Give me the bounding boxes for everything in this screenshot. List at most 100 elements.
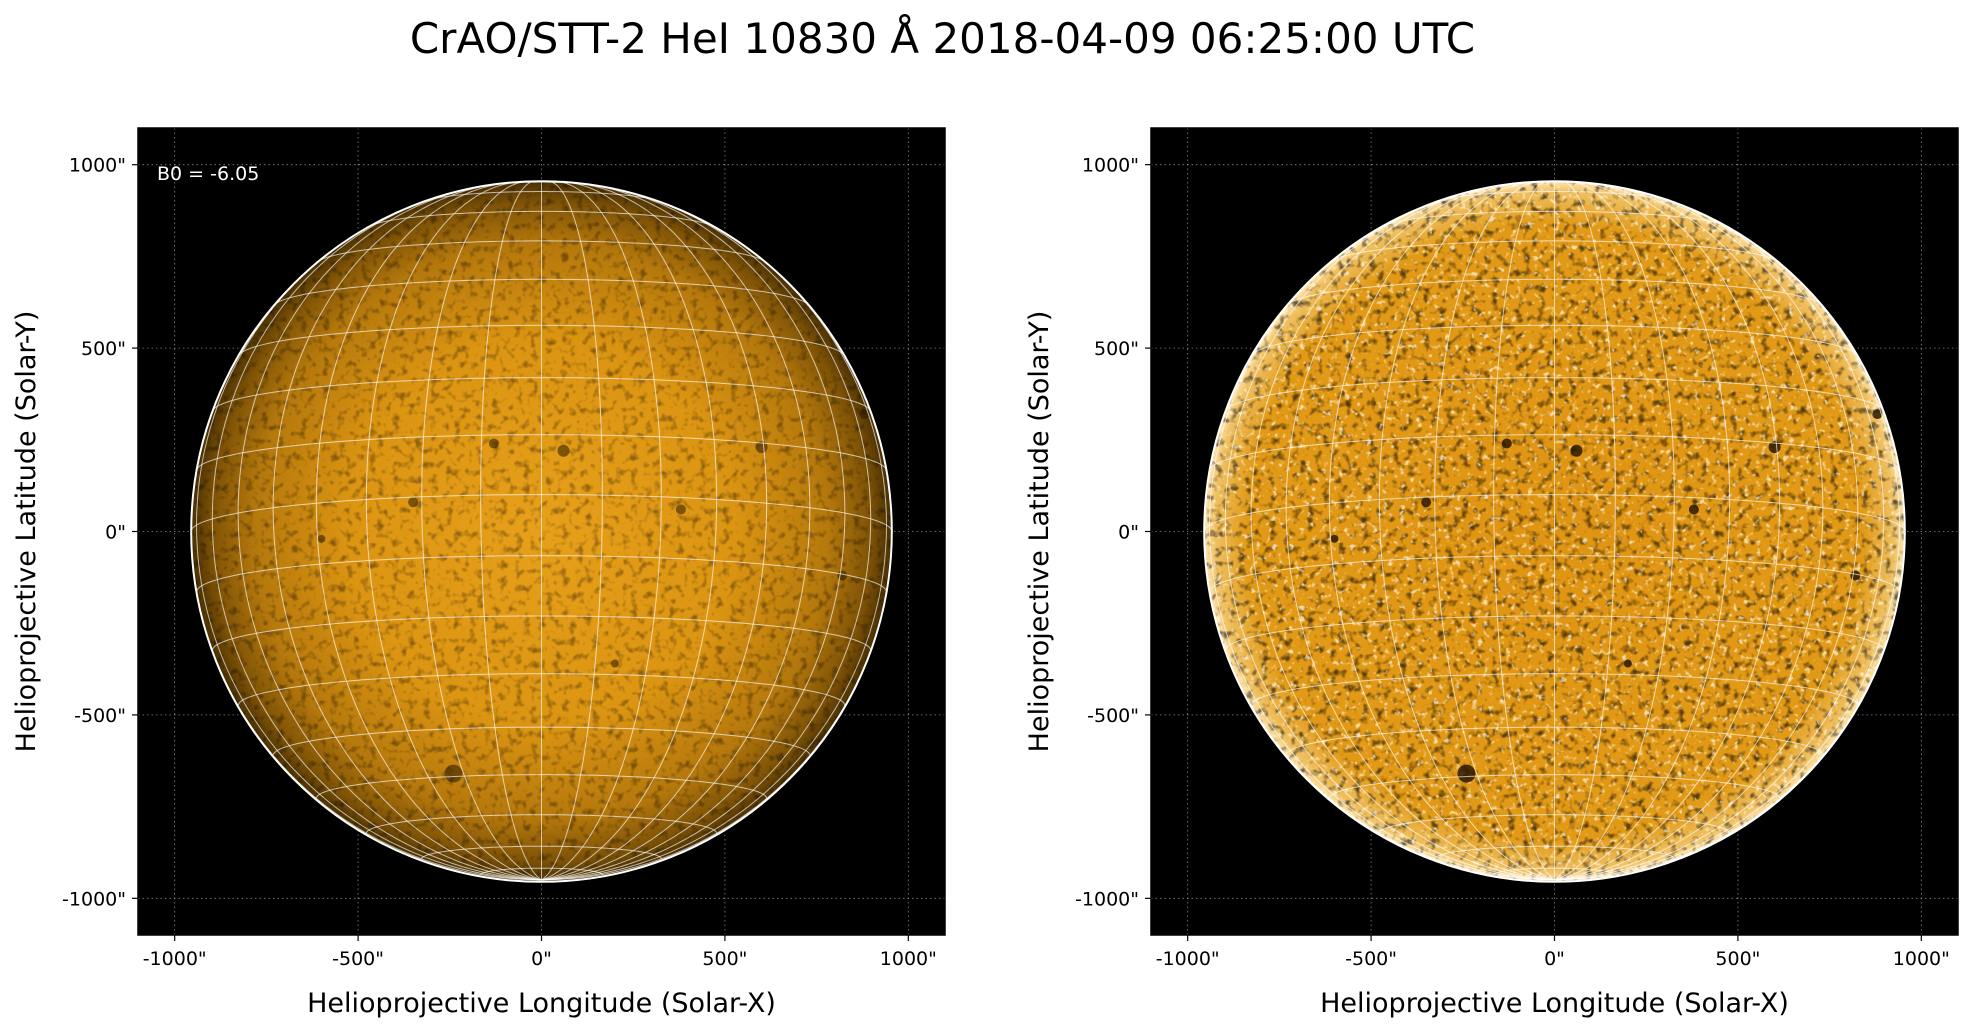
latitude-grid-line: [1382, 210, 1727, 227]
latitude-grid-line: [1493, 867, 1616, 875]
latitude-grid-line: [1225, 377, 1884, 411]
latitude-grid-line: [1224, 615, 1885, 651]
longitude-grid-line: [1378, 181, 1555, 881]
x-tick-label: -1000": [1156, 948, 1220, 970]
x-axis-label: Helioprojective Longitude (Solar-X): [307, 988, 776, 1019]
x-tick-label: 0": [531, 948, 552, 970]
latitude-grid-line: [1440, 191, 1669, 201]
longitude-grid-line: [1554, 181, 1616, 881]
latitude-grid-line: [212, 377, 871, 411]
dark-feature: [557, 444, 570, 457]
latitude-grid-line: [1287, 278, 1822, 305]
dark-feature: [444, 764, 463, 783]
x-tick-label: 1000": [1893, 948, 1950, 970]
solar-limb-outline: [1203, 180, 1906, 883]
longitude-grid-line: [1554, 181, 1731, 881]
latitude-grid-line: [369, 210, 714, 227]
dark-feature: [859, 409, 870, 420]
figure-title: CrAO/STT-2 HeI 10830 Å 2018-04-09 06:25:…: [409, 14, 1476, 63]
latitude-grid-line: [1209, 434, 1900, 470]
latitude-grid-line: [274, 278, 809, 305]
dark-feature: [317, 534, 326, 543]
longitude-grid-line: [272, 183, 542, 881]
longitude-grid-line: [1493, 181, 1555, 881]
y-tick-label: 0": [1118, 522, 1139, 544]
x-tick-label: -500": [1345, 948, 1397, 970]
longitude-grid-line: [1208, 232, 1555, 881]
latitude-grid-line: [480, 867, 603, 875]
longitude-grid-line: [1554, 183, 1824, 881]
longitude-grid-line: [541, 183, 811, 881]
longitude-grid-line: [1554, 181, 1675, 881]
latitude-grid-line: [1328, 774, 1781, 799]
longitude-grid-line: [211, 195, 542, 881]
longitude-grid-line: [1224, 195, 1555, 881]
dark-feature: [1623, 659, 1632, 668]
longitude-grid-line: [541, 232, 888, 881]
left-panel: -1000" 1000" -500" 500" 0" 0" 500" -500" 1000" -1…: [11, 127, 946, 1019]
dark-feature: [1457, 764, 1476, 783]
x-tick-label: 500": [1715, 948, 1760, 970]
longitude-grid-line: [541, 182, 768, 881]
latitude-grid-line: [1331, 240, 1778, 262]
latitude-grid-line: [237, 673, 846, 706]
latitude-grid-line: [238, 324, 845, 356]
longitude-grid-line: [421, 181, 542, 881]
latitude-grid-line: [196, 555, 887, 593]
longitude-grid-line: [541, 195, 872, 881]
b0-annotation: B0 = -6.05: [157, 163, 259, 185]
latitude-grid-line: [1203, 494, 1906, 532]
longitude-grid-line: [1554, 195, 1885, 881]
longitude-grid-line: [1554, 182, 1781, 881]
longitude-grid-line: [1285, 183, 1555, 881]
dark-feature: [1872, 409, 1883, 420]
latitude-grid-line: [315, 774, 768, 799]
x-tick-label: -1000": [143, 948, 207, 970]
x-axis-label: Helioprojective Longitude (Solar-X): [1320, 988, 1789, 1019]
longitude-grid-line: [315, 182, 542, 881]
y-tick-label: 0": [105, 522, 126, 544]
latitude-grid-line: [427, 191, 656, 201]
latitude-grid-line: [421, 845, 662, 859]
latitude-grid-line: [1285, 726, 1824, 756]
longitude-grid-line: [541, 181, 718, 881]
y-tick-label: 1000": [1082, 155, 1139, 177]
latitude-grid-line: [211, 615, 872, 651]
dark-feature: [1850, 570, 1861, 581]
dark-feature: [1688, 504, 1699, 515]
latitude-grid-line: [1250, 673, 1859, 706]
longitude-grid-line: [1554, 232, 1901, 881]
dark-feature: [610, 659, 619, 668]
longitude-grid-line: [480, 181, 542, 881]
y-tick-label: -1000": [62, 888, 126, 910]
y-axis-label: Helioprojective Latitude (Solar-Y): [1024, 311, 1055, 753]
x-tick-label: 0": [1544, 948, 1565, 970]
y-tick-label: -1000": [1075, 888, 1139, 910]
dark-feature: [1330, 534, 1339, 543]
latitude-grid-line: [1434, 845, 1675, 859]
latitude-grid-line: [1251, 324, 1858, 356]
dark-feature: [488, 438, 499, 449]
longitude-grid-line: [365, 181, 542, 881]
longitude-grid-line: [195, 232, 542, 881]
latitude-grid-line: [1378, 814, 1731, 834]
latitude-grid-line: [365, 814, 718, 834]
y-tick-label: 500": [1094, 338, 1139, 360]
y-tick-label: 1000": [69, 155, 126, 177]
longitude-grid-line: [541, 181, 662, 881]
dark-feature: [1421, 497, 1432, 508]
latitude-grid-line: [272, 726, 811, 756]
y-axis-label: Helioprojective Latitude (Solar-Y): [11, 311, 42, 753]
solar-limb-outline: [190, 180, 893, 883]
latitude-grid-line: [190, 494, 893, 532]
dark-feature: [1501, 438, 1512, 449]
longitude-grid-line: [541, 181, 603, 881]
right-panel: -1000" 1000" -500" 500" 0" 0" 500" -500" 1000" -1…: [1024, 127, 1959, 1019]
x-tick-label: 1000": [880, 948, 937, 970]
y-tick-label: -500": [74, 705, 126, 727]
dark-feature: [755, 441, 768, 454]
latitude-grid-line: [1209, 555, 1900, 593]
longitude-grid-line: [1434, 181, 1555, 881]
latitude-grid-line: [196, 434, 887, 470]
